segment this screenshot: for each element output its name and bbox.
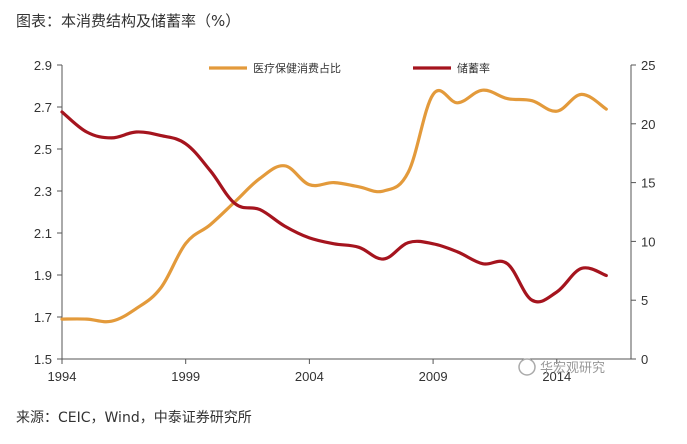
- y-right-tick-label: 10: [641, 234, 655, 249]
- watermark-text: 华宏观研究: [540, 361, 605, 376]
- legend-item-savings-rate-label: 储蓄率: [457, 61, 490, 75]
- y-right-tick-label: 25: [641, 58, 655, 73]
- y-left-tick-label: 2.5: [34, 142, 52, 157]
- x-tick-label: 1994: [48, 369, 77, 384]
- y-right-tick-label: 5: [641, 293, 648, 308]
- series-line-savings-rate: [60, 110, 608, 304]
- y-left-tick-label: 1.7: [34, 310, 52, 325]
- chart-source: 来源：CEIC，Wind，中泰证券研究所: [16, 410, 252, 426]
- wechat-icon: [518, 358, 536, 376]
- x-tick-label: 1999: [171, 369, 200, 384]
- legend-item-medical-share-label: 医疗保健消费占比: [253, 61, 341, 75]
- series-line-medical-share: [60, 88, 608, 324]
- x-tick-label: 2009: [419, 369, 448, 384]
- watermark: 华宏观研究: [518, 358, 605, 376]
- x-tick-label: 2014: [542, 369, 571, 384]
- y-left-tick-label: 2.9: [34, 58, 52, 73]
- y-left-tick-label: 2.1: [34, 226, 52, 241]
- chart-legend: 医疗保健消费占比 储蓄率: [209, 61, 490, 75]
- x-tick-label: 2004: [295, 369, 324, 384]
- y-right-tick-label: 0: [641, 352, 648, 367]
- y-left-tick-label: 1.9: [34, 268, 52, 283]
- y-left-tick-label: 1.5: [34, 352, 52, 367]
- chart-axes: 1.5 1.7 1.9 2.1 2.3 2.5 2.7 2.9 0 5 10 15 20 25 1994 19…: [34, 58, 656, 384]
- y-left-tick-label: 2.3: [34, 184, 52, 199]
- y-right-tick-label: 20: [641, 117, 655, 132]
- y-left-tick-label: 2.7: [34, 100, 52, 115]
- y-right-tick-label: 15: [641, 176, 655, 191]
- chart-series: [60, 88, 608, 324]
- chart-title: 图表：本消费结构及储蓄率（%）: [16, 12, 241, 30]
